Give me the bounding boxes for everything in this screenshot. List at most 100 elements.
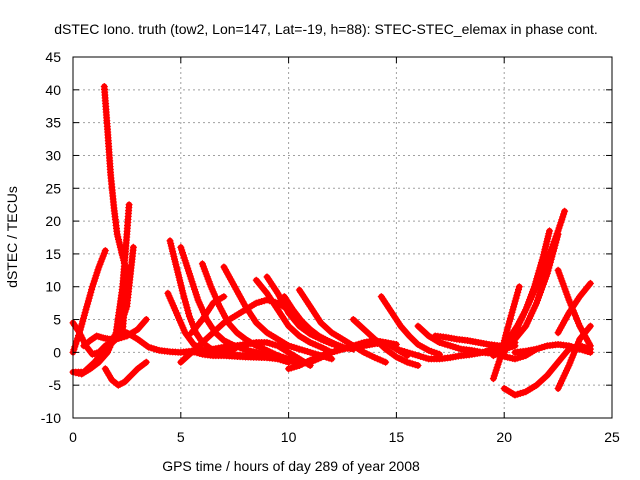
data-point — [129, 243, 137, 251]
data-point — [508, 309, 516, 317]
data-point — [586, 342, 594, 350]
data-point — [586, 322, 594, 330]
data-point — [98, 345, 106, 353]
data-point — [220, 293, 228, 301]
data-point — [506, 314, 514, 322]
data-point — [184, 307, 192, 314]
data-point — [511, 297, 519, 305]
series-arc-36 — [554, 322, 594, 392]
data-point — [87, 289, 95, 296]
data-point — [183, 304, 191, 312]
series-arc-24 — [306, 337, 411, 366]
data-point — [84, 300, 92, 308]
data-point — [93, 269, 101, 277]
data-point — [122, 376, 130, 384]
data-point — [511, 342, 519, 350]
data-point — [181, 295, 189, 303]
data-point — [586, 279, 594, 287]
data-point — [79, 317, 87, 325]
data-point — [85, 294, 93, 302]
data-point — [121, 378, 129, 386]
data-point — [411, 337, 418, 345]
data-point — [142, 316, 150, 323]
data-point — [101, 247, 109, 255]
data-point — [515, 286, 522, 294]
x-tick-label: 5 — [177, 429, 185, 445]
data-point — [95, 348, 103, 356]
data-point — [82, 306, 90, 314]
series-arc-37 — [554, 279, 594, 337]
x-tick-label: 0 — [69, 429, 77, 445]
data-point — [506, 317, 514, 325]
data-point — [132, 366, 140, 374]
data-point — [512, 294, 520, 302]
data-point — [78, 320, 86, 328]
series-arc-27 — [431, 332, 504, 350]
data-point — [494, 361, 502, 369]
series-arc-38 — [496, 345, 540, 363]
data-point — [505, 320, 513, 328]
x-tick-label: 15 — [389, 429, 405, 445]
series-arc-13 — [220, 263, 336, 363]
y-tick-label: 25 — [45, 180, 61, 196]
data-point — [409, 335, 417, 343]
data-point — [123, 263, 131, 271]
series-arc-07 — [80, 263, 131, 350]
y-tick-label: 10 — [45, 279, 61, 295]
data-point — [533, 345, 540, 353]
data-point — [299, 319, 307, 327]
data-point — [503, 326, 511, 334]
data-point — [303, 322, 311, 330]
y-tick-label: 30 — [45, 147, 61, 163]
chart-title: dSTEC Iono. truth (tow2, Lon=147, Lat=-1… — [54, 21, 598, 37]
data-point — [515, 283, 523, 291]
data-point — [328, 355, 336, 363]
data-point — [97, 347, 104, 355]
data-point — [181, 298, 189, 306]
series-arc-20 — [188, 293, 228, 337]
y-tick-label: 0 — [53, 344, 61, 360]
data-point — [81, 309, 89, 317]
data-point — [127, 371, 135, 379]
data-point — [129, 370, 137, 378]
data-point — [407, 334, 415, 342]
y-tick-label: 40 — [45, 82, 61, 98]
data-point — [84, 297, 92, 305]
data-point — [88, 286, 96, 294]
data-point — [295, 316, 303, 323]
series-arc-22 — [377, 293, 443, 358]
data-point — [510, 300, 518, 308]
data-point — [301, 320, 309, 328]
x-axis-label: GPS time / hours of day 289 of year 2008 — [162, 458, 420, 474]
y-tick-label: 15 — [45, 246, 61, 262]
data-point — [414, 362, 422, 369]
series-arc-19 — [177, 296, 303, 366]
x-tick-label: 25 — [604, 429, 620, 445]
data-point — [586, 348, 594, 356]
data-point — [382, 358, 390, 366]
y-axis-label: dSTEC / TECUs — [4, 186, 20, 288]
x-tick-label: 10 — [281, 429, 297, 445]
series-arc-06 — [101, 358, 150, 389]
data-point — [130, 368, 138, 376]
y-tick-label: -10 — [41, 410, 61, 426]
data-point — [185, 309, 193, 317]
data-point — [514, 289, 522, 296]
y-tick-label: 45 — [45, 49, 61, 65]
data-point — [560, 210, 568, 218]
plot-area — [69, 83, 594, 399]
axes-frame — [72, 56, 613, 419]
data-point — [561, 207, 569, 215]
series-arc-32 — [500, 207, 569, 356]
axes: 0 5 10 15 20 25 -10 -5 0 5 10 15 20 25 30 35 40 45 — [41, 49, 620, 445]
y-tick-label: -5 — [49, 377, 62, 393]
data-point — [125, 201, 133, 209]
y-tick-label: 20 — [45, 213, 61, 229]
data-point — [124, 375, 132, 383]
data-point — [100, 343, 108, 351]
data-point — [126, 373, 134, 381]
x-tick-label: 20 — [496, 429, 512, 445]
data-point — [142, 358, 150, 366]
